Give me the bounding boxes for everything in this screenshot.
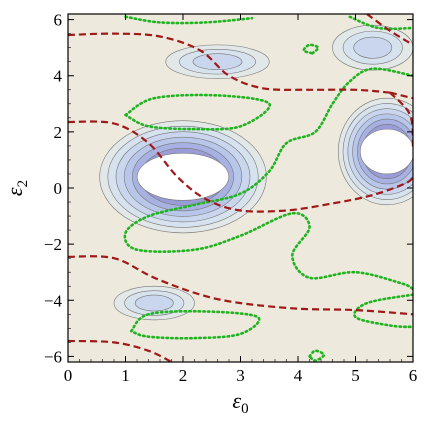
contour-level	[353, 36, 393, 59]
y-axis-label: ε2	[2, 180, 31, 196]
contour-hole	[136, 152, 230, 201]
green-dotted-curve	[353, 293, 413, 329]
y-tick-label: 2	[54, 123, 63, 142]
contour-level	[192, 53, 243, 70]
y-tick-label: 6	[54, 11, 63, 30]
y-tick-label: −2	[44, 235, 62, 254]
green-dotted-curve	[130, 309, 261, 340]
x-tick-label: 2	[179, 366, 188, 385]
contour-level	[134, 294, 174, 312]
red-dashed-curve	[68, 32, 391, 94]
x-tick-label: 5	[351, 366, 360, 385]
x-axis-label: ε0	[232, 388, 248, 417]
filled-contour-regions	[99, 24, 413, 321]
contour-region-top-right-blob	[332, 24, 413, 71]
green-dotted-curve	[308, 349, 326, 362]
contour-region-top-center-blob	[165, 44, 270, 79]
y-tick-label: 4	[54, 67, 63, 86]
y-tick-label: −6	[44, 347, 62, 366]
red-dashed-curve	[68, 255, 413, 316]
contour-region-left-lobe	[99, 120, 267, 234]
red-dashed-curve	[68, 120, 413, 213]
contour-region-right-lobe	[337, 97, 413, 206]
green-dotted-curve	[124, 15, 254, 25]
y-tick-label: 0	[54, 179, 63, 198]
green-dotted-curve	[124, 93, 271, 131]
x-tick-label: 3	[236, 366, 245, 385]
x-tick-label: 0	[64, 366, 73, 385]
contour-hole	[359, 128, 413, 175]
green-dotted-curve	[302, 43, 320, 55]
x-tick-label: 1	[121, 366, 130, 385]
x-tick-label: 4	[294, 366, 303, 385]
red-dashed-curve	[366, 14, 413, 46]
green-dotted-curve	[123, 67, 413, 291]
x-tick-label: 6	[409, 366, 418, 385]
y-tick-label: −4	[44, 291, 63, 310]
tick-layer: 0 1 2 3 4 5 6 −6 −4 −2 0 2 4 6	[44, 11, 417, 385]
contour-region-bottom-left-blob	[113, 285, 195, 321]
